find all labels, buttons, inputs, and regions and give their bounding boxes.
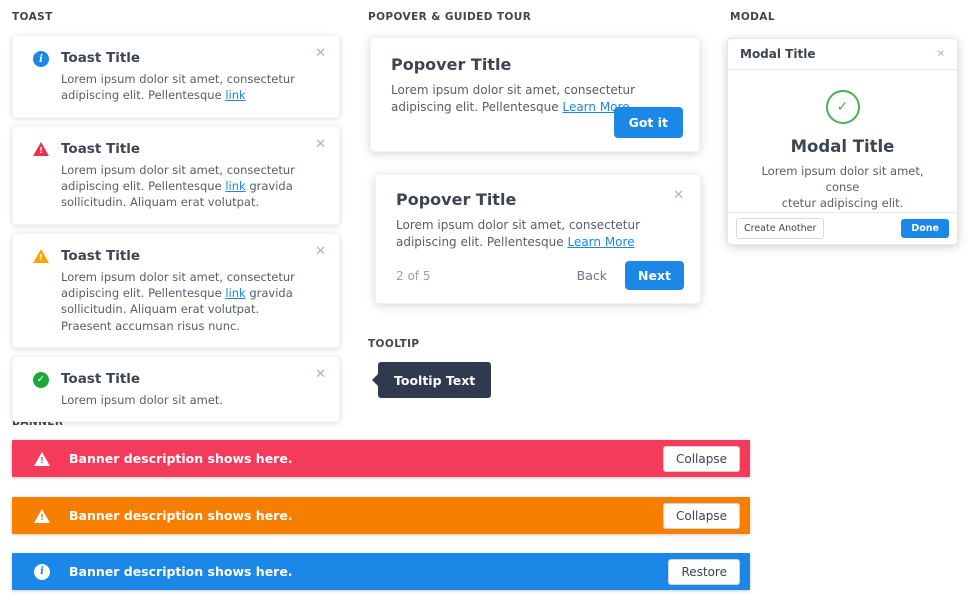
toast-success: ✓ Toast Title Lorem ipsum dolor sit amet… xyxy=(12,355,340,423)
learn-more-link[interactable]: Learn More xyxy=(567,235,635,250)
toast-link[interactable]: link xyxy=(225,88,246,103)
success-circle-check-icon: ✓ xyxy=(33,371,49,388)
tooltip-arrow-left xyxy=(372,374,378,386)
close-icon[interactable]: ✕ xyxy=(315,243,326,259)
banner-text: Banner description shows here. xyxy=(69,508,293,523)
toast-warning: ! Toast Title Lorem ipsum dolor sit amet… xyxy=(12,232,340,348)
learn-more-link[interactable]: Learn More xyxy=(562,100,630,115)
got-it-button[interactable]: Got it xyxy=(613,107,683,138)
tooltip-text: Tooltip Text xyxy=(394,372,476,388)
close-icon[interactable]: ✕ xyxy=(936,48,945,60)
popover-body: Lorem ipsum dolor sit amet, consectetur … xyxy=(391,83,636,115)
next-button[interactable]: Next xyxy=(625,261,684,290)
close-icon[interactable]: ✕ xyxy=(673,188,684,203)
toast-title: Toast Title xyxy=(61,50,141,66)
popover-simple: Popover Title Lorem ipsum dolor sit amet… xyxy=(370,37,700,152)
close-icon[interactable]: ✕ xyxy=(315,136,326,152)
toast-info: i Toast Title Lorem ipsum dolor sit amet… xyxy=(12,35,340,118)
back-button[interactable]: Back xyxy=(576,268,608,283)
popover-section-label: POPOVER & GUIDED TOUR xyxy=(368,11,532,23)
toast-body: Lorem ipsum dolor sit amet, consectetur … xyxy=(61,269,295,333)
toast-title: Toast Title xyxy=(61,247,141,264)
popover-title: Popover Title xyxy=(396,190,517,209)
banner-text: Banner description shows here. xyxy=(69,451,293,466)
toast-link[interactable]: link xyxy=(225,285,246,300)
warning-triangle-icon: ! xyxy=(33,248,49,263)
modal-footer: Create Another Done xyxy=(728,212,957,244)
popover-footer: 2 of 5 Back Next xyxy=(396,261,684,290)
success-circle-check-icon: ✓ xyxy=(825,90,860,124)
banner-text: Banner description shows here. xyxy=(69,564,293,579)
modal-section-label: MODAL xyxy=(730,11,775,23)
toast-link[interactable]: link xyxy=(225,178,246,193)
collapse-button[interactable]: Collapse xyxy=(663,445,740,472)
info-circle-icon: i xyxy=(33,51,49,67)
toast-body: Lorem ipsum dolor sit amet, consectetur … xyxy=(61,72,295,103)
modal-body: ✓ Modal Title Lorem ipsum dolor sit amet… xyxy=(728,70,957,211)
create-another-button[interactable]: Create Another xyxy=(736,218,825,239)
modal-header-title: Modal Title xyxy=(740,47,816,61)
toast-error: ! Toast Title Lorem ipsum dolor sit amet… xyxy=(12,125,340,225)
modal-text: Lorem ipsum dolor sit amet, conse ctetur… xyxy=(761,164,924,211)
popover-guided-tour: Popover Title ✕ Lorem ipsum dolor sit am… xyxy=(375,174,701,304)
toast-body: Lorem ipsum dolor sit amet. xyxy=(61,392,224,407)
info-circle-icon: i xyxy=(34,563,50,580)
toast-list: i Toast Title Lorem ipsum dolor sit amet… xyxy=(12,35,340,423)
popover-title: Popover Title xyxy=(391,55,512,74)
tooltip: Tooltip Text xyxy=(372,362,492,398)
banner-error: ! Banner description shows here. Collaps… xyxy=(12,440,750,477)
banner-warning: ! Banner description shows here. Collaps… xyxy=(12,497,750,534)
step-indicator: 2 of 5 xyxy=(396,268,431,283)
toast-title: Toast Title xyxy=(61,140,141,157)
close-icon[interactable]: ✕ xyxy=(315,366,326,382)
modal-title: Modal Title xyxy=(790,137,895,156)
modal-dialog: Modal Title ✕ ✓ Modal Title Lorem ipsum … xyxy=(727,38,958,245)
collapse-button[interactable]: Collapse xyxy=(663,502,740,529)
modal-header: Modal Title ✕ xyxy=(728,39,957,70)
toast-body: Lorem ipsum dolor sit amet, consectetur … xyxy=(61,162,295,210)
restore-button[interactable]: Restore xyxy=(668,558,740,585)
toast-section-label: TOAST xyxy=(12,11,53,23)
popover-body: Lorem ipsum dolor sit amet, consectetur … xyxy=(396,218,641,250)
error-triangle-icon: ! xyxy=(33,141,49,156)
warning-triangle-icon: ! xyxy=(34,452,50,466)
banner-info: i Banner description shows here. Restore xyxy=(12,553,750,590)
tooltip-section-label: TOOLTIP xyxy=(368,338,420,350)
toast-title: Toast Title xyxy=(61,370,141,387)
warning-triangle-icon: ! xyxy=(34,509,50,523)
done-button[interactable]: Done xyxy=(901,219,949,238)
close-icon[interactable]: ✕ xyxy=(315,46,326,61)
